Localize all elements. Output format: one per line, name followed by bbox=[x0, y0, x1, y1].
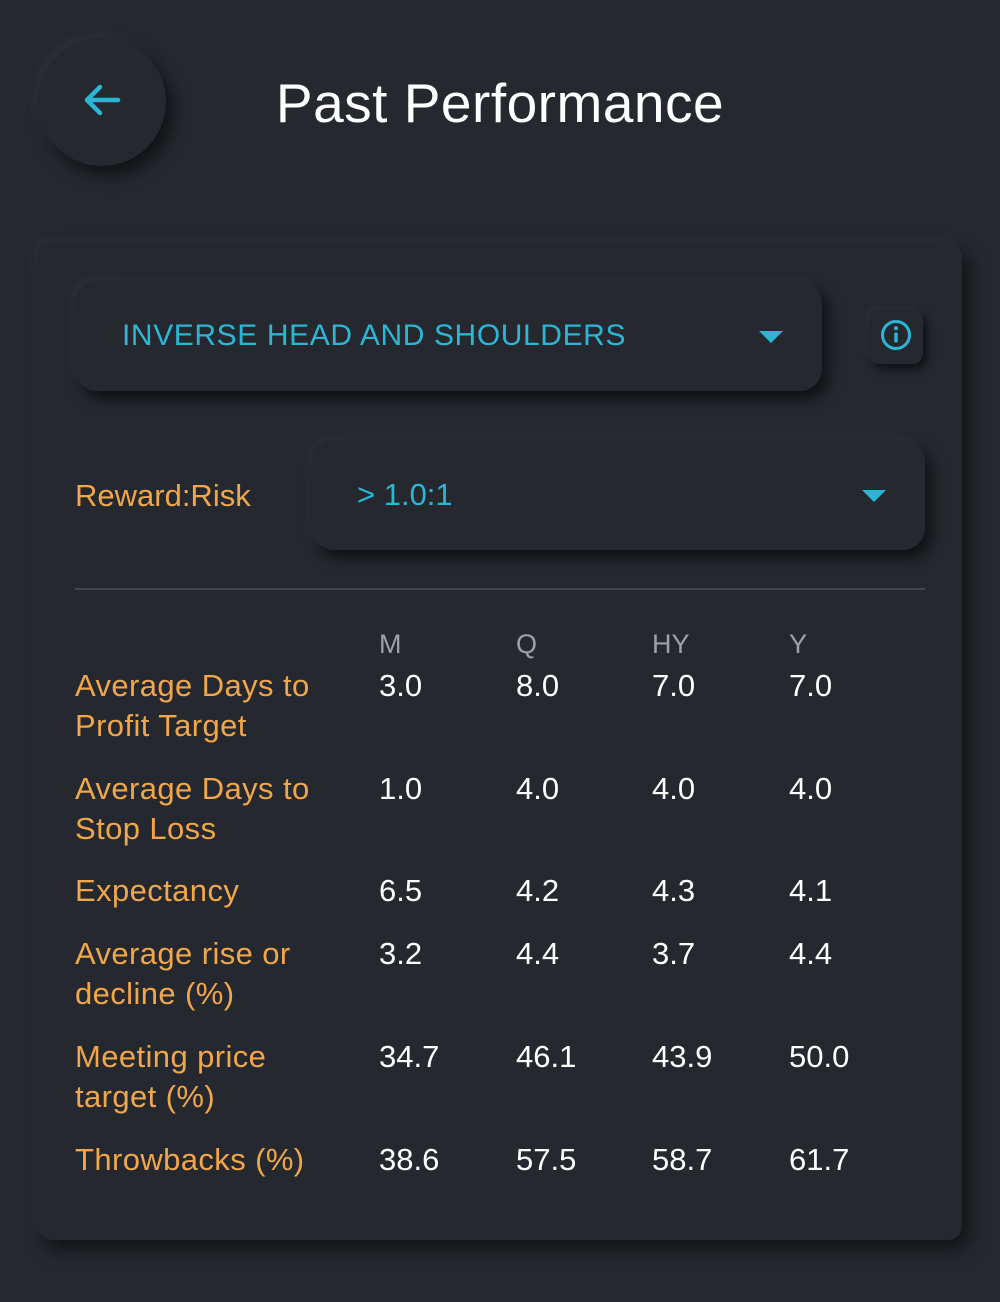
table-cell: 38.6 bbox=[379, 1142, 440, 1177]
table-cell: 1.0 bbox=[379, 771, 423, 806]
row-label-line: target (%) bbox=[75, 1078, 216, 1114]
reward-risk-dropdown[interactable]: > 1.0:1 bbox=[312, 440, 925, 550]
table-cell: 4.0 bbox=[789, 771, 833, 806]
table-cell: 4.4 bbox=[516, 936, 560, 971]
table-cell: 3.7 bbox=[652, 936, 696, 971]
table-cell: 4.3 bbox=[652, 873, 696, 908]
table-cell: 58.7 bbox=[652, 1142, 713, 1177]
table-cell: 43.9 bbox=[652, 1039, 713, 1074]
row-label-line: Throwbacks (%) bbox=[75, 1142, 305, 1177]
table-cell: 3.0 bbox=[379, 668, 423, 703]
column-header-q: Q bbox=[516, 629, 538, 659]
back-button[interactable] bbox=[38, 38, 166, 166]
table-cell: 4.2 bbox=[516, 873, 560, 908]
row-label-throwbacks: Throwbacks (%) bbox=[75, 1140, 305, 1180]
row-label-line: Profit Target bbox=[75, 707, 247, 743]
arrow-left-icon bbox=[80, 78, 124, 127]
table-cell: 8.0 bbox=[516, 668, 560, 703]
table-cell: 57.5 bbox=[516, 1142, 577, 1177]
column-header-hy: HY bbox=[652, 629, 690, 659]
table-cell: 4.0 bbox=[516, 771, 560, 806]
row-label-days-to-profit: Average Days to Profit Target bbox=[75, 666, 310, 745]
row-label-line: Meeting price bbox=[75, 1039, 267, 1074]
pattern-dropdown-value: INVERSE HEAD AND SHOULDERS bbox=[122, 319, 627, 352]
caret-down-icon bbox=[759, 331, 783, 343]
column-header-y: Y bbox=[789, 629, 808, 659]
table-cell: 3.2 bbox=[379, 936, 423, 971]
performance-card: INVERSE HEAD AND SHOULDERS Reward:Risk >… bbox=[38, 243, 962, 1240]
row-label-line: Average Days to bbox=[75, 668, 310, 703]
row-label-line: Expectancy bbox=[75, 873, 240, 908]
row-label-line: Average rise or bbox=[75, 936, 291, 971]
pattern-dropdown[interactable]: INVERSE HEAD AND SHOULDERS bbox=[75, 281, 822, 391]
divider bbox=[75, 588, 925, 590]
column-header-m: M bbox=[379, 629, 402, 659]
row-label-line: Stop Loss bbox=[75, 810, 217, 846]
page-title: Past Performance bbox=[275, 72, 725, 134]
table-cell: 46.1 bbox=[516, 1039, 577, 1074]
table-cell: 4.4 bbox=[789, 936, 833, 971]
reward-risk-label: Reward:Risk bbox=[75, 478, 251, 513]
row-label-line: decline (%) bbox=[75, 975, 235, 1011]
table-cell: 61.7 bbox=[789, 1142, 850, 1177]
row-label-expectancy: Expectancy bbox=[75, 871, 239, 911]
table-cell: 4.1 bbox=[789, 873, 833, 908]
row-label-meeting-price-target: Meeting price target (%) bbox=[75, 1037, 266, 1116]
table-cell: 7.0 bbox=[652, 668, 696, 703]
table-cell: 7.0 bbox=[789, 668, 833, 703]
table-cell: 6.5 bbox=[379, 873, 423, 908]
caret-down-icon bbox=[862, 490, 886, 502]
row-label-line: Average Days to bbox=[75, 771, 310, 806]
reward-risk-dropdown-value: > 1.0:1 bbox=[357, 477, 453, 512]
table-cell: 50.0 bbox=[789, 1039, 850, 1074]
table-cell: 4.0 bbox=[652, 771, 696, 806]
row-label-average-rise-decline: Average rise or decline (%) bbox=[75, 934, 291, 1013]
table-cell: 34.7 bbox=[379, 1039, 440, 1074]
info-button[interactable] bbox=[869, 310, 923, 364]
info-icon bbox=[879, 318, 913, 357]
row-label-days-to-stop-loss: Average Days to Stop Loss bbox=[75, 769, 310, 848]
